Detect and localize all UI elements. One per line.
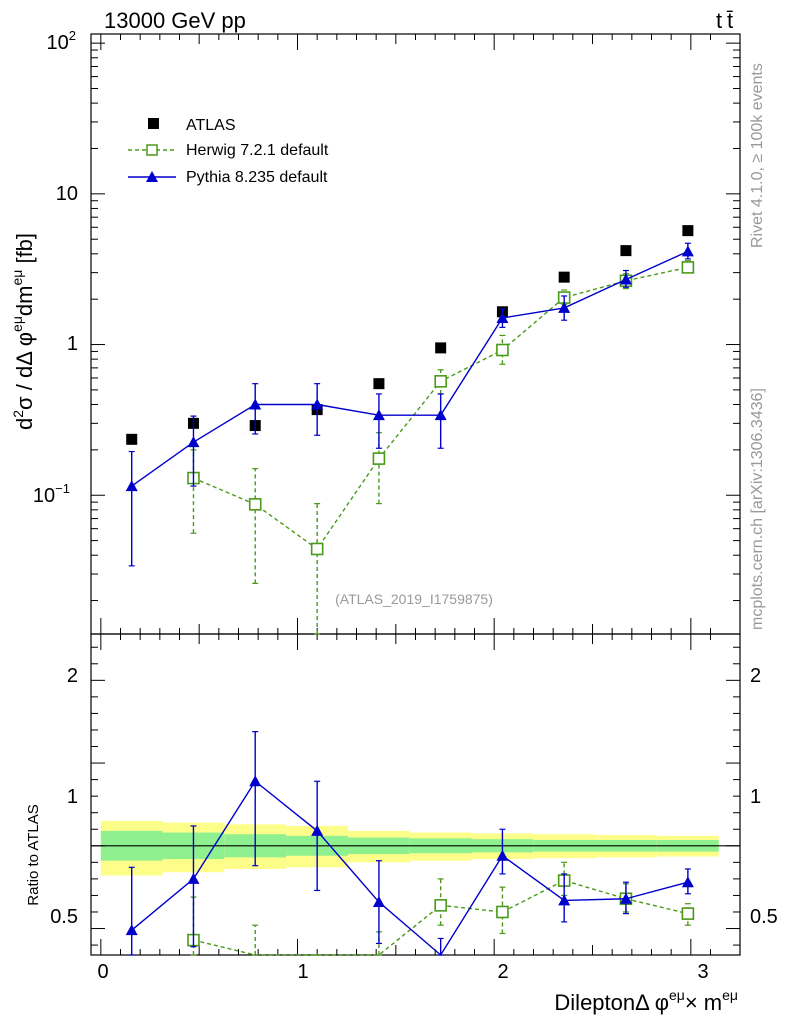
pythia-ratio-point bbox=[311, 824, 324, 836]
atlas-point bbox=[558, 271, 570, 283]
ytick-01-exp: −1 bbox=[55, 481, 70, 496]
herwig-ratio-point bbox=[496, 905, 509, 919]
ratio-ytick-right-2: 2 bbox=[750, 665, 761, 687]
pythia-point bbox=[434, 409, 447, 421]
pythia-point bbox=[249, 398, 262, 410]
legend-pythia-marker bbox=[146, 171, 158, 182]
herwig-point bbox=[248, 498, 262, 511]
herwig-point bbox=[496, 343, 509, 357]
ratio-ytick-0.5: 0.5 bbox=[50, 906, 78, 928]
ytick-01-base: 10 bbox=[33, 485, 55, 507]
xtick-label-0: 0 bbox=[97, 961, 108, 983]
upper-ylabel: d2σ / dΔ φeμdmeμ [fb] bbox=[9, 233, 37, 430]
pythia-ratio-point bbox=[125, 924, 138, 936]
atlas-point bbox=[126, 433, 138, 445]
ylabel-unit: [fb] bbox=[12, 233, 37, 270]
mcplots-label: mcplots.cern.ch [arXiv:1306.3436] bbox=[749, 388, 766, 630]
xlabel-main: DileptonΔ φ bbox=[554, 990, 669, 1015]
atlas-point bbox=[435, 342, 447, 354]
pythia-ratio-point bbox=[619, 892, 632, 904]
analysis-label: (ATLAS_2019_I1759875) bbox=[335, 591, 493, 607]
ratio-ytick-right-0.5: 0.5 bbox=[750, 906, 778, 928]
ytick-label-100: 102 bbox=[47, 28, 76, 54]
pythia-point bbox=[681, 245, 694, 257]
plot-content bbox=[90, 33, 741, 957]
ylabel-emu1: eμ bbox=[9, 316, 25, 332]
energy-label: 13000 GeV pp bbox=[104, 8, 246, 33]
process-label: t t̄ bbox=[716, 8, 733, 33]
ylabel-sigma: σ / dΔ φ bbox=[12, 332, 37, 410]
pythia-ratio-point bbox=[187, 872, 200, 884]
pythia-ratio-point bbox=[496, 849, 509, 861]
ratio-ytick-right-1: 1 bbox=[750, 786, 761, 808]
pythia-point bbox=[558, 301, 571, 313]
ratio-ytick-1: 1 bbox=[67, 786, 78, 808]
pythia-point bbox=[619, 273, 632, 285]
rivet-label: Rivet 4.1.0, ≥ 100k events bbox=[749, 63, 766, 248]
pythia-ratio-point bbox=[558, 894, 571, 906]
herwig-ratio-point bbox=[681, 907, 695, 920]
ylabel-sup2: 2 bbox=[10, 410, 26, 418]
pythia-point bbox=[496, 312, 509, 324]
ratio-ytick-2: 2 bbox=[67, 665, 78, 687]
pythia-point bbox=[372, 409, 385, 421]
legend-herwig-marker bbox=[146, 144, 158, 156]
xtick-label-1: 1 bbox=[297, 961, 308, 983]
ylabel-d: d bbox=[12, 418, 37, 430]
ytick-label-0.1: 10−1 bbox=[33, 481, 70, 507]
legend-atlas-label: ATLAS bbox=[186, 117, 236, 134]
ytick-100-exp: 2 bbox=[69, 28, 76, 43]
pythia-point bbox=[125, 480, 138, 492]
xlabel: DileptonΔ φeμ× meμ bbox=[554, 987, 738, 1015]
xlabel-emu1: eμ bbox=[669, 987, 685, 1003]
atlas-point bbox=[682, 225, 694, 237]
xlabel-emu2: eμ bbox=[722, 987, 738, 1003]
xtick-label-2: 2 bbox=[497, 961, 508, 983]
ylabel-emu2: eμ bbox=[9, 270, 25, 286]
xtick-label-3: 3 bbox=[697, 961, 708, 983]
pythia-point bbox=[311, 398, 324, 410]
herwig-point bbox=[681, 261, 695, 274]
pythia-ratio-point bbox=[249, 775, 262, 787]
herwig-ratio-point bbox=[434, 899, 447, 912]
legend-pythia-label: Pythia 8.235 default bbox=[186, 169, 328, 186]
process-t: t bbox=[716, 8, 722, 33]
legend-herwig-label: Herwig 7.2.1 default bbox=[186, 142, 329, 159]
herwig-point bbox=[310, 542, 324, 556]
ytick-100-base: 10 bbox=[47, 32, 69, 54]
legend: ATLAS Herwig 7.2.1 default Pythia 8.235 … bbox=[128, 117, 329, 186]
xlabel-times: × m bbox=[685, 990, 722, 1015]
pythia-ratio-point bbox=[372, 896, 385, 908]
ytick-label-10: 10 bbox=[56, 183, 78, 205]
pythia-point bbox=[187, 436, 200, 448]
ytick-label-1: 1 bbox=[67, 333, 78, 355]
legend-atlas-marker bbox=[148, 118, 159, 129]
herwig-point bbox=[434, 375, 447, 388]
pythia-ratio-point bbox=[681, 876, 694, 888]
ylabel-dm: dm bbox=[12, 286, 37, 317]
atlas-point bbox=[620, 245, 632, 257]
atlas-point bbox=[373, 378, 385, 390]
pythia-ratio-line bbox=[131, 780, 689, 957]
herwig-point bbox=[372, 452, 386, 465]
lower-ylabel: Ratio to ATLAS bbox=[25, 804, 42, 905]
process-tbar: t̄ bbox=[727, 8, 733, 33]
pythia-line bbox=[131, 250, 689, 487]
lower-frame bbox=[90, 633, 741, 956]
